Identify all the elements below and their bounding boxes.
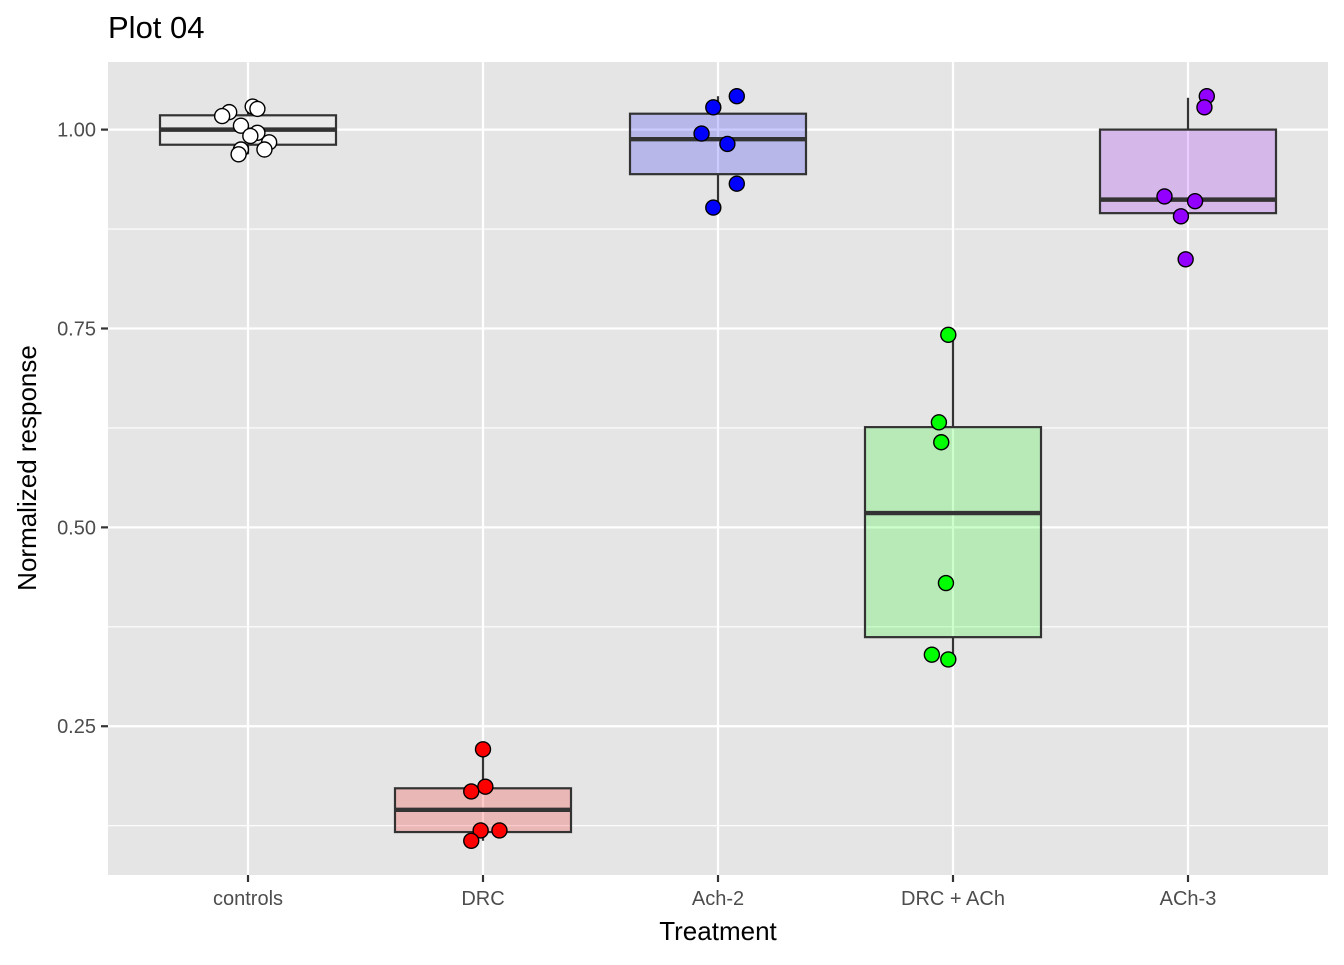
data-point [1156,188,1173,205]
data-point [933,434,950,451]
data-point [728,175,745,192]
y-tick-label: 0.25 [57,716,96,738]
y-tick-label: 0.50 [57,517,96,539]
data-point [230,146,247,163]
data-point [705,199,722,216]
data-point [474,741,492,758]
x-axis-title: Treatment [659,916,777,946]
x-tick-label: controls [213,888,283,910]
data-point [693,125,710,142]
plot-panel [108,62,1328,875]
data-point [930,414,948,431]
data-point [1177,251,1194,268]
data-point [242,127,259,145]
x-tick-label: DRC [461,888,504,910]
y-axis-title: Normalized response [12,345,42,591]
y-tick-label: 0.75 [57,318,96,340]
data-point [213,107,231,125]
y-tick-label: 1.00 [57,120,96,142]
data-point [256,141,273,158]
chart-title: Plot 04 [108,10,205,45]
data-point [463,783,480,800]
data-point [728,88,745,105]
box [863,426,1043,639]
data-point [472,822,489,839]
data-point [232,117,250,134]
data-point [923,646,941,663]
data-point [937,574,955,592]
box-group-controls [158,98,338,163]
data-point [491,822,508,839]
data-point [1172,208,1190,225]
x-tick-label: DRC + ACh [901,888,1005,910]
box-group-ach-2 [628,88,808,216]
box-group-drc [393,741,573,849]
x-tick-label: ACh-3 [1160,888,1217,910]
data-point [940,651,957,668]
data-point [249,100,266,118]
data-point [1186,193,1204,210]
box-group-ach-3 [1098,88,1278,268]
box [628,112,808,176]
data-point [477,778,494,795]
data-point [463,832,480,849]
data-point [705,99,722,116]
x-axis: controls DRC Ach-2 DRC + ACh ACh-3 [213,875,1216,910]
x-tick-label: Ach-2 [692,888,744,910]
data-point [1196,99,1213,116]
data-point [719,135,736,153]
box-group-drc-ach [863,326,1043,668]
data-point [940,326,957,344]
y-axis: 0.25 0.50 0.75 1.00 [57,120,108,738]
